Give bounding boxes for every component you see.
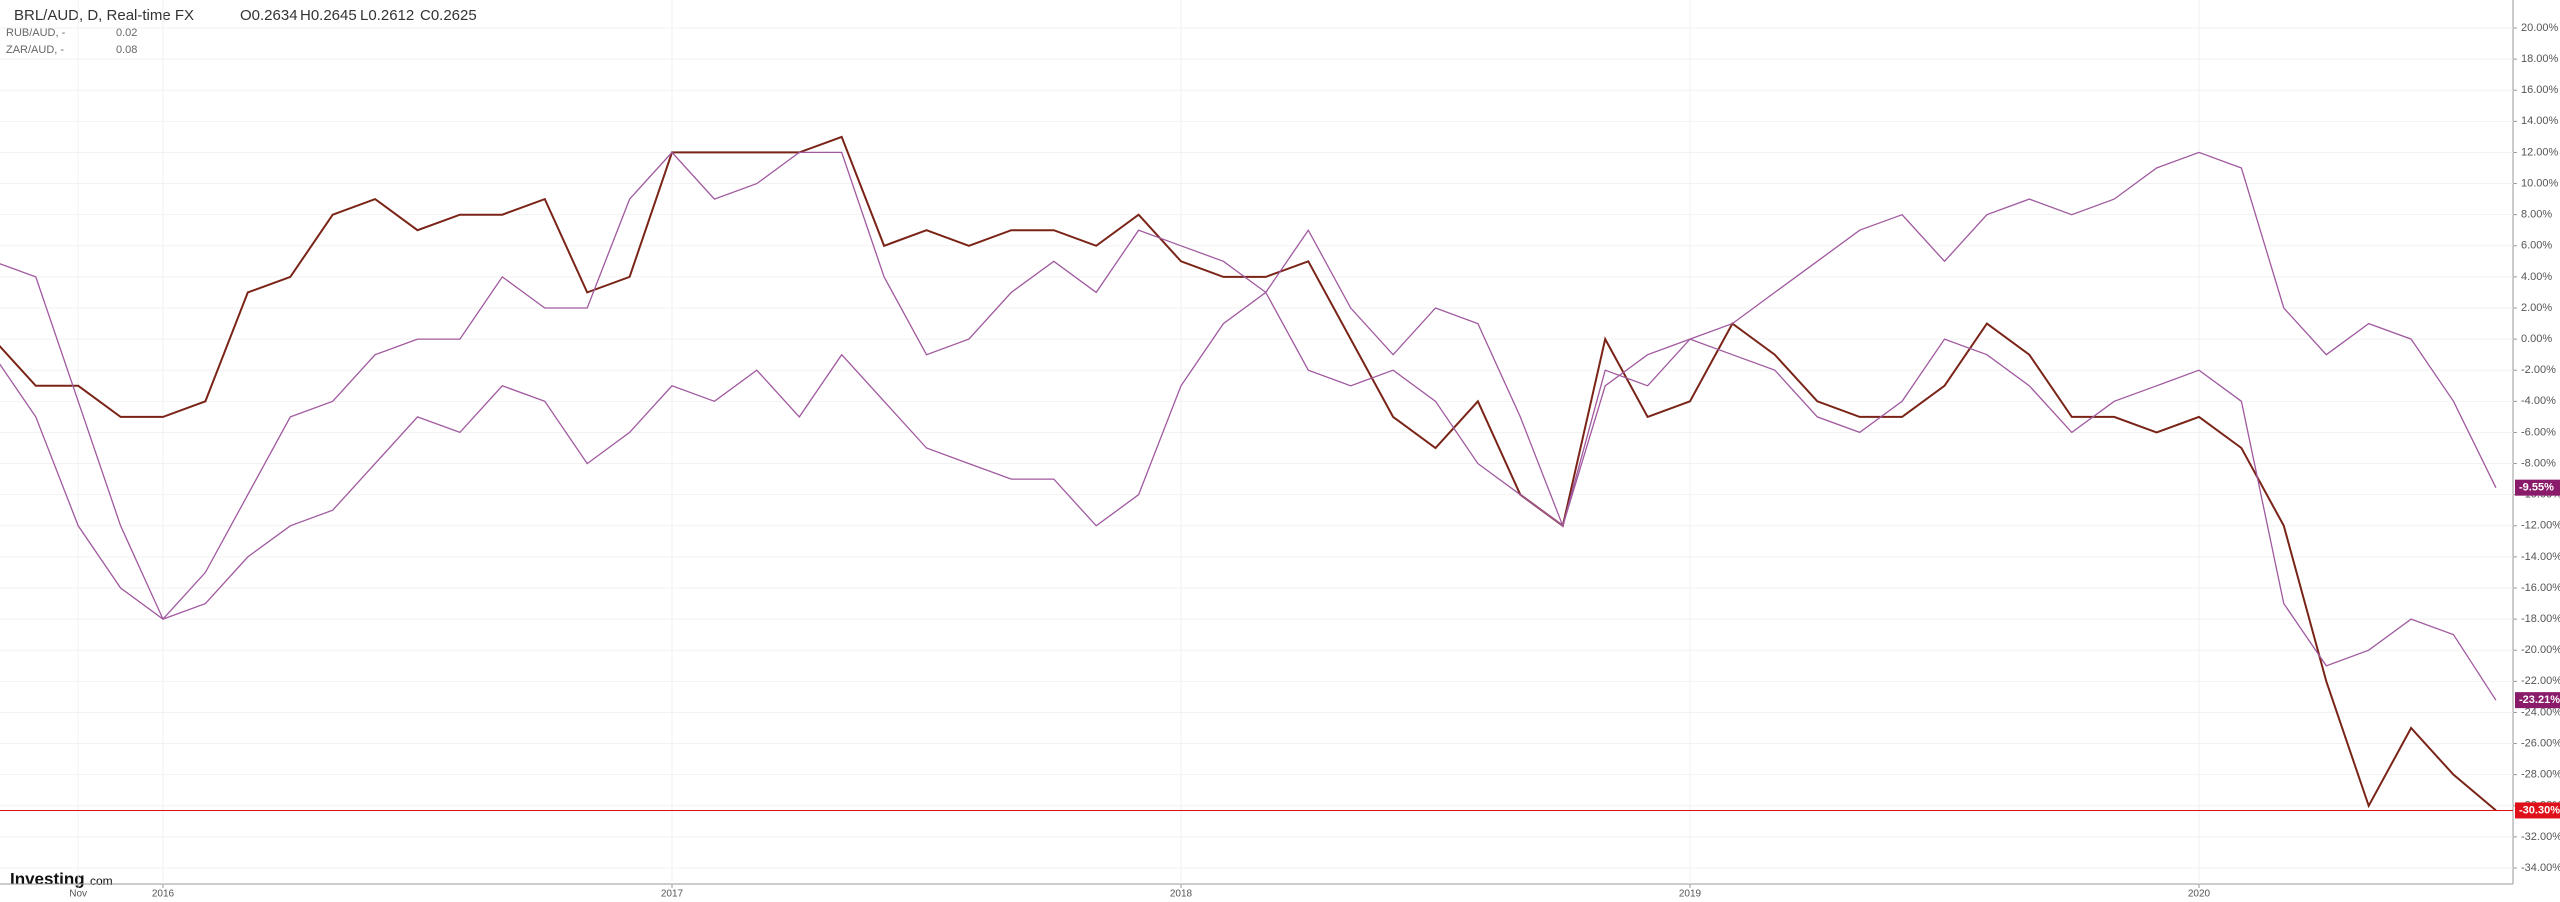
value-label-bg — [2515, 479, 2560, 496]
y-tick-label: -18.00% — [2521, 613, 2560, 625]
logo: Investing — [10, 869, 85, 888]
y-tick-label: -20.00% — [2521, 644, 2560, 656]
y-tick-label: -32.00% — [2521, 831, 2560, 843]
y-tick-label: 14.00% — [2521, 115, 2559, 127]
x-tick-label: 2016 — [152, 889, 175, 900]
y-tick-label: 2.00% — [2521, 302, 2552, 314]
y-tick-label: 18.00% — [2521, 53, 2559, 65]
y-tick-label: 10.00% — [2521, 177, 2559, 189]
x-tick-label: Nov — [69, 889, 87, 900]
y-tick-label: -12.00% — [2521, 520, 2560, 532]
value-label: -30.30% — [2519, 804, 2560, 816]
y-tick-label: 8.00% — [2521, 209, 2552, 221]
y-tick-label: -8.00% — [2521, 457, 2556, 469]
y-tick-label: -28.00% — [2521, 769, 2560, 781]
y-tick-label: -26.00% — [2521, 737, 2560, 749]
x-tick-label: 2020 — [2188, 889, 2211, 900]
y-tick-label: 4.00% — [2521, 271, 2552, 283]
legend-value: 0.02 — [116, 27, 137, 39]
series-line — [0, 151, 2497, 701]
y-tick-label: -6.00% — [2521, 426, 2556, 438]
logo-suffix: com — [90, 874, 113, 888]
open: O0.2634 — [240, 7, 298, 24]
high: H0.2645 — [300, 7, 357, 24]
y-tick-label: -4.00% — [2521, 395, 2556, 407]
y-tick-label: -14.00% — [2521, 551, 2560, 563]
legend-entry: ZAR/AUD, - — [6, 44, 64, 56]
y-tick-label: -16.00% — [2521, 582, 2560, 594]
x-tick-label: 2018 — [1170, 889, 1193, 900]
y-tick-label: -34.00% — [2521, 862, 2560, 874]
series-line — [0, 151, 2497, 620]
y-tick-label: -22.00% — [2521, 675, 2560, 687]
value-label: -9.55% — [2519, 482, 2554, 494]
legend-value: 0.08 — [116, 44, 137, 56]
value-label: -23.21% — [2519, 694, 2560, 706]
y-tick-label: 6.00% — [2521, 240, 2552, 252]
y-tick-label: 16.00% — [2521, 84, 2559, 96]
value-label-bg — [2515, 802, 2560, 819]
y-tick-label: -24.00% — [2521, 706, 2560, 718]
y-tick-label: -2.00% — [2521, 364, 2556, 376]
x-tick-label: 2017 — [661, 889, 684, 900]
x-tick-label: 2019 — [1679, 889, 1702, 900]
close: C0.2625 — [420, 7, 477, 24]
y-tick-label: 0.00% — [2521, 333, 2552, 345]
value-label-bg — [2515, 692, 2560, 709]
main-series-name: BRL/AUD, D, Real-time FX — [14, 7, 194, 24]
y-tick-label: 20.00% — [2521, 22, 2559, 34]
legend-entry: RUB/AUD, - — [6, 27, 66, 39]
low: L0.2612 — [360, 7, 414, 24]
y-tick-label: 12.00% — [2521, 146, 2559, 158]
